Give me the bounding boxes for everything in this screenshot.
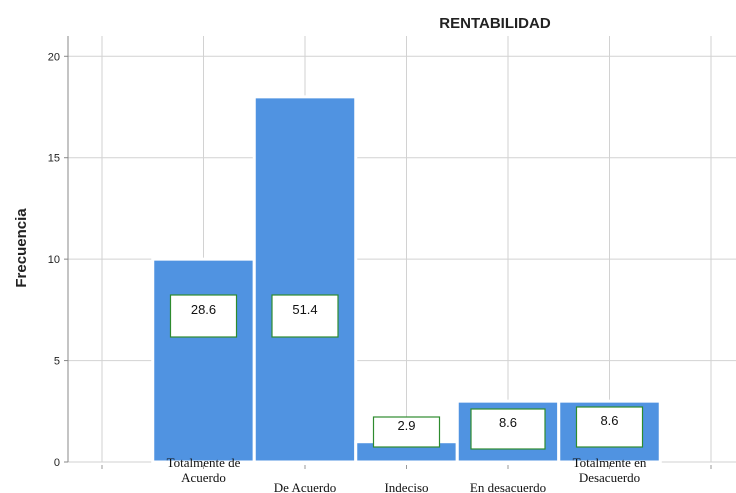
axes: 0 5 10 15 20 Totalmente de Acuerdo De Acuerdo In… — [48, 36, 712, 493]
y-tick-label: 20 — [48, 51, 60, 63]
data-label-box — [575, 406, 644, 448]
x-tick-label: Indeciso — [384, 480, 428, 493]
data-label-box — [372, 416, 441, 448]
data-label-box — [169, 294, 238, 338]
data-label-box — [470, 408, 546, 450]
data-label-4: 8.6 — [575, 406, 644, 448]
data-label-box — [271, 294, 339, 338]
data-label-0: 28.6 — [169, 294, 238, 338]
y-tick-label: 15 — [48, 153, 60, 165]
chart-title: RENTABILIDAD — [439, 15, 551, 32]
x-tick-label: En desacuerdo — [470, 480, 546, 493]
y-axis-label: Frecuencia — [13, 208, 30, 288]
x-tick-label: Totalmente de Acuerdo — [167, 455, 241, 485]
data-labels: 28.6 51.4 2.9 8.6 8.6 — [169, 294, 644, 450]
y-tick-label: 5 — [54, 356, 60, 368]
data-label-text: 8.6 — [600, 413, 618, 428]
y-tick-label: 10 — [48, 254, 60, 266]
bar-1 — [252, 95, 358, 464]
data-label-text: 28.6 — [191, 302, 216, 317]
data-label-3: 8.6 — [470, 408, 546, 450]
x-tick-label: De Acuerdo — [274, 480, 336, 493]
data-label-text: 2.9 — [397, 418, 415, 433]
bars — [151, 95, 662, 464]
y-tick-label: 0 — [54, 457, 60, 469]
bar-0 — [151, 257, 256, 464]
data-label-2: 2.9 — [372, 416, 441, 448]
data-label-1: 51.4 — [271, 294, 339, 338]
data-label-text: 8.6 — [499, 415, 517, 430]
data-label-text: 51.4 — [292, 302, 317, 317]
x-tick-label: Totalmente en Desacuerdo — [573, 455, 647, 485]
